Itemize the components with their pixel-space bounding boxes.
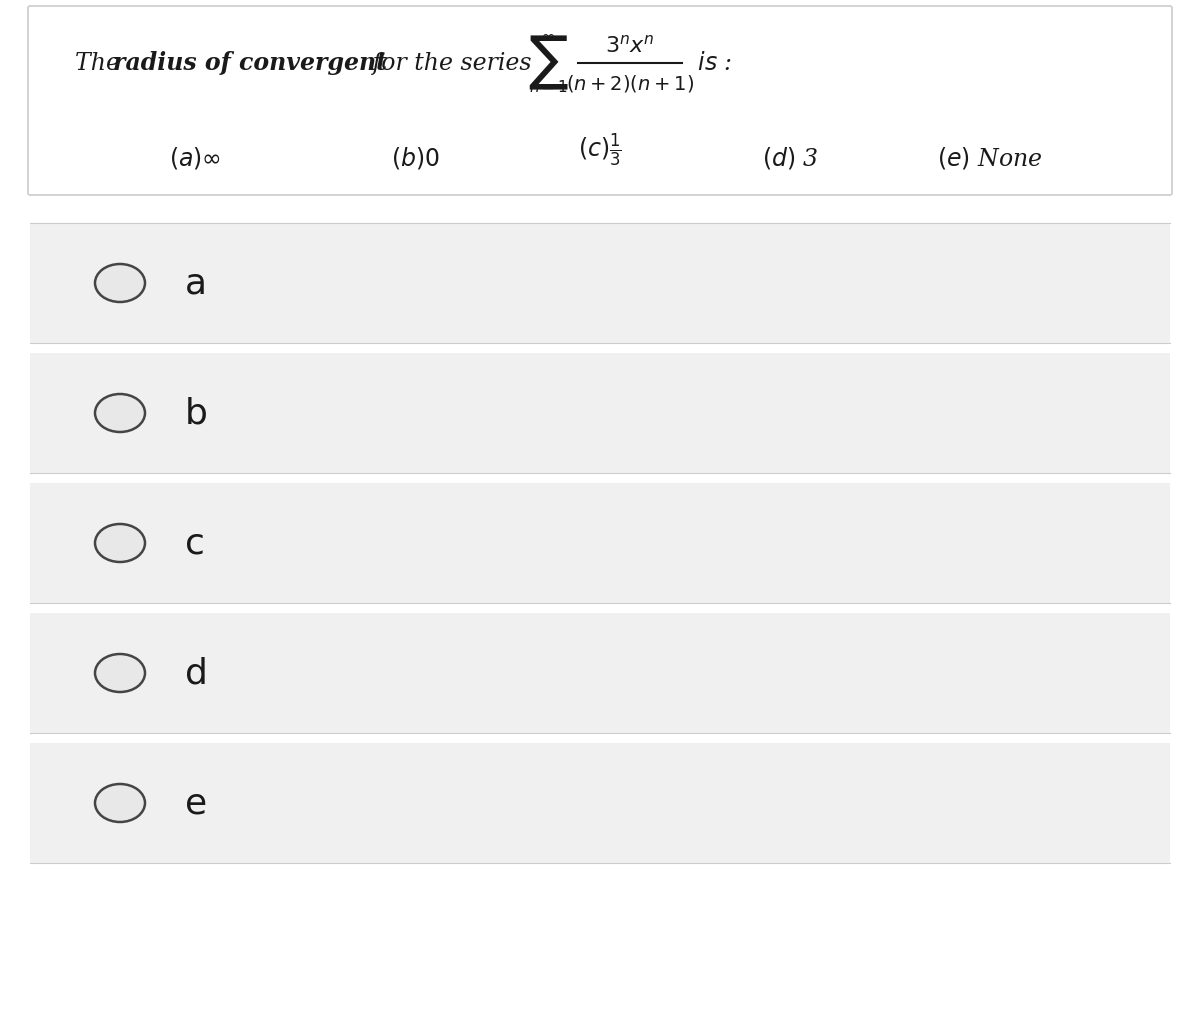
Ellipse shape <box>95 524 145 562</box>
Text: e: e <box>185 786 208 820</box>
FancyBboxPatch shape <box>30 613 1170 733</box>
FancyBboxPatch shape <box>30 483 1170 603</box>
FancyBboxPatch shape <box>28 6 1172 194</box>
Text: $(c)\frac{1}{3}$: $(c)\frac{1}{3}$ <box>578 132 622 169</box>
FancyBboxPatch shape <box>30 353 1170 473</box>
Text: $(a)\infty$: $(a)\infty$ <box>169 145 221 171</box>
Text: $is$ :: $is$ : <box>690 52 732 75</box>
Text: $(d)$ 3: $(d)$ 3 <box>762 145 818 171</box>
Ellipse shape <box>95 654 145 692</box>
Text: for the series: for the series <box>365 52 532 75</box>
FancyBboxPatch shape <box>30 743 1170 863</box>
Text: $\sum$: $\sum$ <box>528 33 569 92</box>
Ellipse shape <box>95 394 145 432</box>
Text: $n=1$: $n=1$ <box>529 79 568 95</box>
Text: c: c <box>185 526 205 560</box>
Ellipse shape <box>95 264 145 302</box>
Text: radius of convergent: radius of convergent <box>113 51 386 75</box>
Text: The: The <box>74 52 127 75</box>
Text: $(e)$ None: $(e)$ None <box>937 145 1043 171</box>
FancyBboxPatch shape <box>30 223 1170 343</box>
Text: a: a <box>185 266 208 300</box>
Text: $\infty$: $\infty$ <box>540 28 556 46</box>
Text: $(b)0$: $(b)0$ <box>390 145 439 171</box>
Ellipse shape <box>95 784 145 822</box>
Text: d: d <box>185 656 208 690</box>
Text: $3^n x^n$: $3^n x^n$ <box>605 34 655 56</box>
Text: b: b <box>185 396 208 430</box>
Text: $(n+2)(n+1)$: $(n+2)(n+1)$ <box>566 73 694 93</box>
